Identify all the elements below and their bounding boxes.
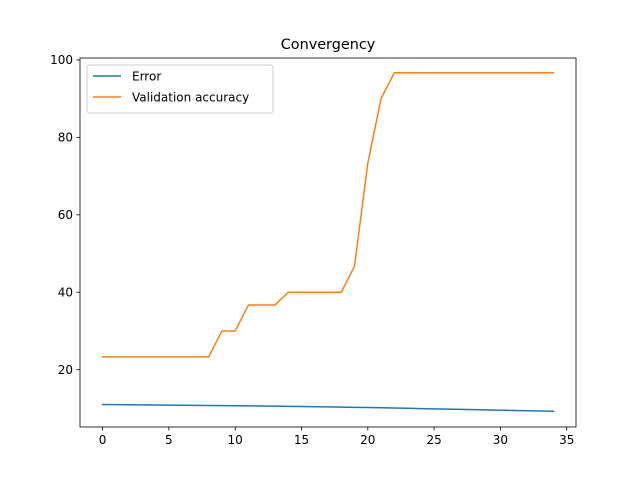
x-tick-label: 25 — [426, 433, 441, 447]
x-axis-ticks: 0 5 10 15 20 25 30 35 — [99, 427, 574, 447]
x-tick-label: 35 — [559, 433, 574, 447]
series-line-1 — [101, 71, 555, 358]
series-line-0 — [101, 403, 555, 413]
plot-frame — [79, 57, 577, 428]
legend-label-0: Error — [132, 69, 161, 83]
y-tick-label: 20 — [58, 363, 73, 377]
y-tick-label: 40 — [58, 286, 73, 300]
x-tick-label: 0 — [99, 433, 107, 447]
y-axis-ticks: 20 40 60 80 100 — [50, 53, 80, 377]
chart-title: Convergency — [281, 37, 376, 53]
x-tick-label: 20 — [360, 433, 375, 447]
legend: Error Validation accuracy — [86, 64, 274, 114]
x-tick-label: 15 — [294, 433, 309, 447]
legend-box — [86, 64, 274, 114]
y-tick-label: 60 — [58, 208, 73, 222]
plot-area — [80, 58, 576, 427]
x-tick-label: 5 — [165, 433, 173, 447]
y-tick-label: 100 — [50, 53, 73, 67]
y-tick-label: 80 — [58, 131, 73, 145]
x-tick-label: 30 — [493, 433, 508, 447]
axes — [79, 57, 577, 428]
x-tick-label: 10 — [228, 433, 243, 447]
legend-label-1: Validation accuracy — [132, 90, 249, 104]
series-lines — [101, 71, 555, 413]
